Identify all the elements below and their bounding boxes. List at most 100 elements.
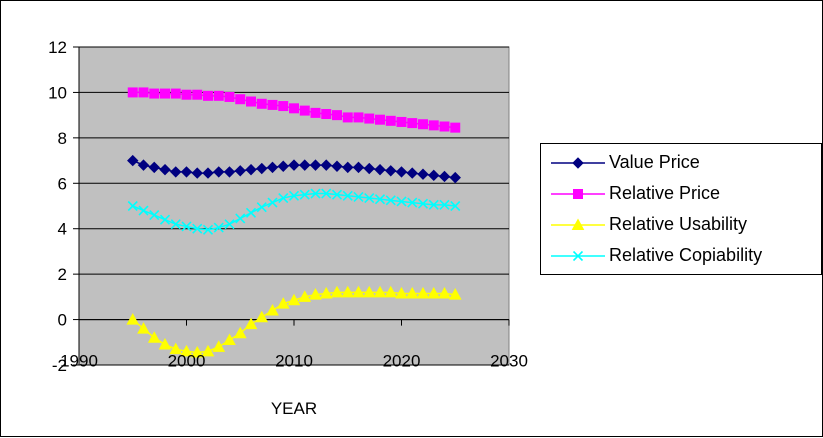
point-relative-price-2002	[203, 90, 213, 101]
point-relative-copiability-1995	[127, 200, 138, 212]
legend-item-value-price: Value Price	[541, 149, 821, 177]
y-tick-label-6: 6	[58, 174, 67, 193]
point-value-price-2018	[374, 163, 386, 176]
point-relative-usability-2012	[309, 288, 322, 300]
point-relative-usability-2017	[362, 285, 376, 298]
point-relative-usability-2008	[266, 303, 279, 316]
point-relative-price-1995	[127, 87, 138, 98]
point-relative-copiability-2016	[353, 191, 364, 202]
point-relative-copiability-1996	[138, 205, 149, 216]
point-relative-usability-2025	[448, 288, 462, 300]
point-relative-price-1999	[170, 88, 181, 99]
point-value-price-2011	[299, 159, 311, 171]
point-value-price-2009	[277, 160, 289, 172]
legend-label-relative-copiability: Relative Copiability	[609, 245, 763, 265]
point-relative-price-2014	[332, 110, 342, 121]
point-value-price-2006	[245, 163, 257, 176]
point-value-price-2014	[331, 160, 343, 172]
point-relative-usability-2002	[201, 344, 215, 357]
point-value-price-1997	[148, 161, 160, 174]
point-relative-usability-1996	[137, 322, 150, 334]
point-value-price-1995	[127, 154, 139, 167]
point-relative-price-2023	[428, 120, 439, 131]
point-value-price-2013	[320, 159, 332, 171]
point-relative-copiability-2006	[245, 207, 257, 218]
point-relative-usability-2021	[405, 286, 419, 299]
point-relative-usability-2003	[212, 340, 226, 352]
point-relative-copiability-2000	[181, 221, 192, 232]
series-layer	[126, 87, 462, 358]
point-relative-copiability-1999	[170, 219, 181, 230]
x-axis-label: YEAR	[271, 399, 317, 418]
plot-area	[78, 46, 510, 366]
point-relative-price-1998	[160, 88, 170, 99]
point-relative-usability-2019	[384, 285, 398, 298]
y-tick-label-10: 10	[48, 83, 67, 102]
point-relative-copiability-2021	[407, 197, 418, 208]
point-relative-usability-2015	[341, 285, 355, 298]
point-relative-price-2016	[353, 112, 364, 123]
point-relative-usability-1998	[158, 338, 172, 350]
legend-item-relative-usability: Relative Usability	[541, 211, 821, 239]
point-relative-price-2004	[224, 91, 235, 102]
point-relative-copiability-2005	[235, 213, 246, 224]
x-tick-label-2000: 2000	[168, 352, 206, 371]
point-relative-copiability-2020	[396, 196, 407, 207]
point-relative-copiability-2018	[374, 194, 386, 205]
point-relative-copiability-2010	[288, 190, 300, 201]
point-relative-copiability-2013	[321, 188, 332, 199]
point-relative-copiability-2002	[202, 224, 214, 235]
point-relative-usability-1997	[147, 331, 161, 343]
series-relative-copiability	[127, 188, 461, 235]
point-relative-price-2017	[364, 113, 375, 124]
point-relative-copiability-2009	[278, 192, 289, 204]
point-relative-copiability-2014	[331, 189, 343, 200]
series-value-price	[127, 154, 461, 184]
point-relative-price-1997	[149, 88, 160, 99]
point-relative-copiability-2019	[385, 195, 396, 206]
point-value-price-2007	[256, 162, 268, 175]
point-relative-price-2003	[213, 90, 224, 101]
point-relative-usability-2007	[255, 310, 269, 323]
point-relative-price-2021	[407, 118, 418, 129]
point-value-price-2023	[428, 169, 440, 182]
x-tick-label-1990: 1990	[60, 352, 98, 371]
point-value-price-2008	[266, 161, 279, 174]
point-relative-usability-2022	[416, 286, 430, 299]
legend-label-relative-usability: Relative Usability	[609, 214, 748, 234]
point-relative-usability-2009	[276, 297, 290, 309]
point-value-price-1999	[170, 166, 182, 178]
axes	[73, 46, 510, 366]
point-relative-copiability-1997	[149, 210, 160, 221]
point-relative-price-2013	[321, 109, 332, 120]
legend-item-relative-price: Relative Price	[541, 180, 821, 208]
point-relative-price-2009	[278, 101, 289, 112]
point-relative-price-2018	[375, 114, 385, 125]
legend-swatch-relative-usability	[551, 218, 605, 230]
point-relative-copiability-2023	[428, 199, 439, 210]
point-value-price-1996	[137, 159, 150, 171]
point-relative-price-2020	[396, 116, 407, 127]
series-relative-price	[127, 87, 461, 133]
point-value-price-2005	[234, 165, 246, 177]
point-relative-usability-2004	[223, 333, 236, 346]
point-value-price-2000	[180, 166, 193, 178]
point-relative-price-2015	[342, 112, 353, 123]
point-relative-usability-2018	[373, 285, 387, 298]
point-relative-usability-1999	[169, 342, 183, 355]
point-value-price-2021	[406, 167, 418, 179]
point-relative-price-2005	[235, 94, 246, 105]
legend-swatch-relative-price	[551, 189, 605, 199]
point-value-price-2001	[191, 167, 203, 179]
point-relative-copiability-2003	[213, 222, 224, 233]
point-relative-price-2006	[246, 96, 256, 107]
point-value-price-2003	[213, 166, 225, 178]
point-value-price-2025	[449, 171, 461, 184]
point-relative-price-2019	[385, 115, 396, 126]
x-tick-label-2020: 2020	[383, 352, 421, 371]
point-value-price-2002	[202, 167, 214, 179]
point-relative-usability-2011	[298, 290, 312, 302]
y-tick-label-12: 12	[48, 38, 67, 57]
point-relative-usability-2020	[395, 286, 408, 299]
